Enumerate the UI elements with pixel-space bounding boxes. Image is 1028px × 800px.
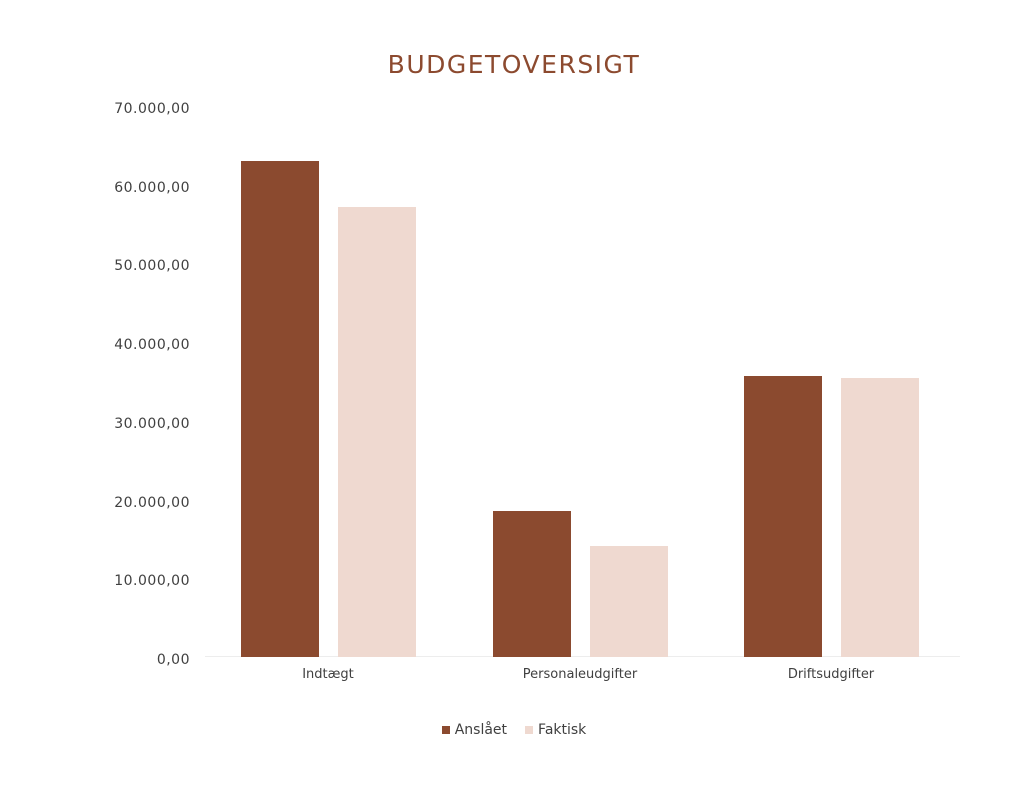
legend-label: Faktisk <box>538 722 587 738</box>
legend-swatch-icon <box>441 726 450 734</box>
legend-swatch-icon <box>525 726 534 734</box>
bar-faktisk-2[interactable] <box>840 378 919 657</box>
legend-label: Anslået <box>454 722 508 738</box>
x-tick-label: Driftsudgifter <box>787 667 875 682</box>
legend: Anslået Faktisk <box>0 722 1028 738</box>
legend-item-anslaaet[interactable]: Anslået <box>441 722 508 738</box>
y-tick-label: 0,00 <box>156 652 190 668</box>
bar-anslet-1[interactable] <box>492 511 571 657</box>
chart-title: BUDGETOVERSIGT <box>387 50 641 79</box>
x-axis-line <box>205 656 960 657</box>
y-tick-label: 70.000,00 <box>114 101 190 117</box>
x-tick-label: Indtægt <box>302 667 354 682</box>
y-tick-label: 20.000,00 <box>114 494 190 511</box>
x-tick-label: Personaleudgifter <box>522 667 638 682</box>
y-tick-label: 40.000,00 <box>114 337 190 354</box>
y-tick-label: 60.000,00 <box>114 179 190 196</box>
plot-area <box>205 105 960 657</box>
legend-item-faktisk[interactable]: Faktisk <box>525 722 586 738</box>
bar-faktisk-0[interactable] <box>337 206 416 657</box>
y-tick-label: 50.000,00 <box>114 258 190 275</box>
bar-anslet-2[interactable] <box>743 376 822 657</box>
y-tick-label: 10.000,00 <box>114 573 190 590</box>
y-tick-label: 30.000,00 <box>114 415 190 432</box>
bar-faktisk-1[interactable] <box>589 546 668 657</box>
bar-anslet-0[interactable] <box>240 161 319 657</box>
